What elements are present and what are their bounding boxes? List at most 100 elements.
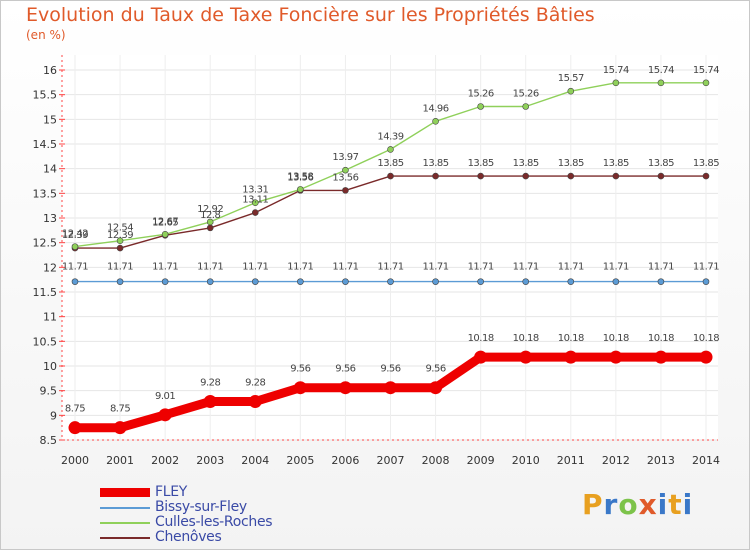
data-point <box>342 278 349 285</box>
data-point <box>612 172 620 180</box>
x-tick-label: 2007 <box>377 454 405 467</box>
data-label: 11.71 <box>423 262 449 273</box>
data-point <box>429 381 443 395</box>
data-point <box>474 350 488 364</box>
data-label: 13.11 <box>242 195 268 206</box>
data-label: 11.71 <box>62 262 88 273</box>
data-point <box>206 218 214 226</box>
data-point <box>338 381 352 395</box>
data-point <box>702 278 710 285</box>
data-label: 12.54 <box>107 223 133 234</box>
data-point <box>116 278 124 285</box>
legend-swatch-fley <box>100 488 150 497</box>
x-tick-label: 2006 <box>331 454 359 467</box>
data-point <box>699 350 713 364</box>
data-label: 10.18 <box>558 333 584 344</box>
data-point <box>251 209 259 216</box>
legend-swatch-bissy <box>100 507 150 509</box>
data-point <box>297 278 304 285</box>
data-label: 13.85 <box>513 158 539 169</box>
data-label: 11.71 <box>197 262 223 273</box>
data-point <box>519 350 533 364</box>
y-tick-label: 15 <box>43 113 57 126</box>
data-label: 9.56 <box>380 364 400 375</box>
y-tick-label: 10 <box>43 360 57 373</box>
legend-label-bissy: Bissy-sur-Fley <box>155 499 247 515</box>
data-label: 15.74 <box>603 65 629 76</box>
y-tick-label: 11 <box>43 311 57 324</box>
data-point <box>522 103 530 110</box>
chart-subtitle: (en %) <box>26 28 66 42</box>
y-tick-label: 12.5 <box>33 237 58 250</box>
data-point <box>654 350 668 364</box>
data-point <box>387 278 394 285</box>
data-point <box>657 278 665 285</box>
data-label: 11.71 <box>287 262 313 273</box>
data-point <box>251 199 259 207</box>
data-label: 11.71 <box>152 262 178 273</box>
y-tick-label: 12 <box>43 261 57 274</box>
data-point <box>432 118 439 125</box>
y-tick-label: 16 <box>43 64 57 77</box>
data-label: 15.26 <box>468 89 494 100</box>
data-point <box>657 79 665 87</box>
data-label: 15.26 <box>513 89 539 100</box>
x-tick-label: 2005 <box>286 454 314 467</box>
data-point <box>161 230 169 238</box>
data-label: 10.18 <box>648 333 674 344</box>
data-label: 8.75 <box>65 404 85 415</box>
data-point <box>657 172 665 180</box>
data-point <box>702 79 710 87</box>
data-label: 8.75 <box>110 404 130 415</box>
data-point <box>477 278 484 285</box>
data-point <box>116 244 124 252</box>
data-label: 11.71 <box>693 262 719 273</box>
data-label: 15.74 <box>693 65 719 76</box>
data-point <box>522 278 530 285</box>
data-label: 11.71 <box>377 262 403 273</box>
y-tick-label: 13 <box>43 212 57 225</box>
data-label: 13.85 <box>603 158 629 169</box>
data-point <box>567 87 575 95</box>
x-tick-label: 2002 <box>151 454 179 467</box>
data-label: 11.71 <box>332 262 358 273</box>
data-point <box>203 395 217 409</box>
data-point <box>567 278 575 285</box>
data-point <box>702 172 710 180</box>
y-tick-label: 8.5 <box>40 434 58 447</box>
data-point <box>609 350 623 364</box>
x-tick-label: 2001 <box>106 454 134 467</box>
data-point <box>612 278 620 285</box>
data-label: 12.39 <box>62 230 88 241</box>
data-point <box>113 421 127 435</box>
data-point <box>342 187 349 194</box>
legend-label-culles: Culles-les-Roches <box>155 514 273 530</box>
data-point <box>522 172 530 180</box>
data-point <box>564 350 578 364</box>
y-tick-label: 15.5 <box>33 89 58 102</box>
data-point <box>116 237 124 244</box>
data-label: 11.71 <box>603 262 629 273</box>
data-label: 13.85 <box>423 158 449 169</box>
data-label: 13.58 <box>287 171 313 182</box>
y-tick-label: 10.5 <box>33 335 58 348</box>
data-point <box>387 146 394 153</box>
x-tick-label: 2003 <box>196 454 224 467</box>
x-tick-label: 2004 <box>241 454 269 467</box>
y-tick-label: 9.5 <box>40 385 58 398</box>
data-label: 10.18 <box>603 333 629 344</box>
y-tick-label: 13.5 <box>33 187 58 200</box>
data-label: 9.56 <box>290 364 310 375</box>
data-label: 9.28 <box>245 378 265 389</box>
legend-swatch-chenoves <box>100 537 150 539</box>
data-label: 9.56 <box>335 364 355 375</box>
x-tick-label: 2012 <box>602 454 630 467</box>
data-point <box>68 421 82 435</box>
data-point <box>161 278 169 285</box>
proxiti-logo: Proxiti <box>582 488 694 521</box>
data-point <box>432 278 439 285</box>
data-point <box>612 79 620 87</box>
data-label: 13.56 <box>287 172 313 183</box>
data-label: 13.85 <box>377 158 403 169</box>
data-label: 11.71 <box>468 262 494 273</box>
